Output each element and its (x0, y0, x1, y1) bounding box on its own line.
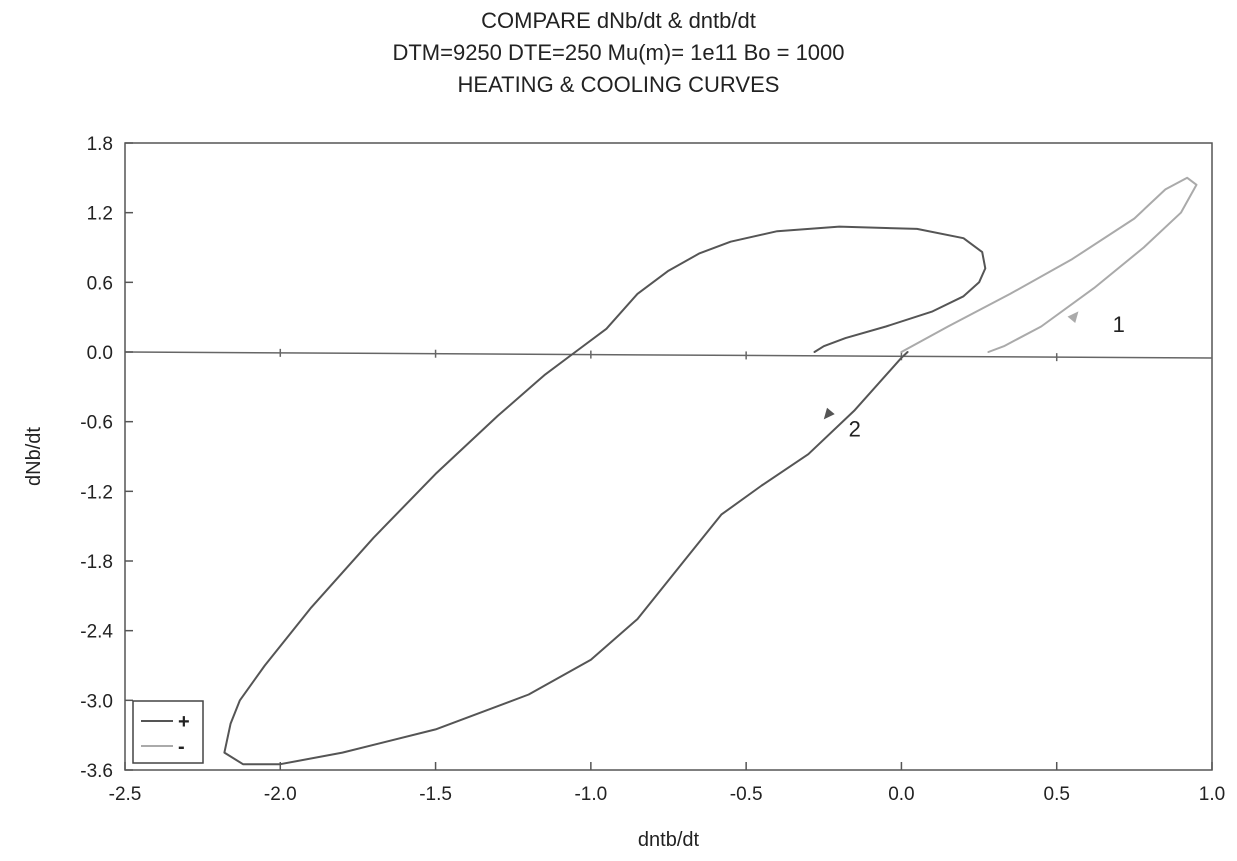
series-lines (223, 176, 1198, 766)
x-axis-ticks: -2.5 -2.0 -1.5 -1.0 -0.5 0.0 0.5 1.0 (109, 762, 1225, 805)
series-line-plus (223, 225, 987, 766)
legend-label: - (178, 736, 185, 758)
y-tick-label: 1.8 (87, 134, 113, 155)
y-axis-label: dNb/dt (23, 427, 45, 486)
x-tick-label: -2.0 (264, 784, 297, 805)
y-tick-label: -2.4 (80, 622, 113, 643)
y-tick-label: -3.6 (80, 761, 113, 782)
y-tick-label: -3.0 (80, 691, 113, 712)
x-tick-label: 0.5 (1044, 784, 1070, 805)
x-tick-label: -1.0 (574, 784, 607, 805)
legend-label: + (178, 711, 190, 733)
curve-annotations: 12 (849, 312, 1125, 442)
legend: +- (132, 700, 204, 764)
arrowhead-icon (823, 407, 835, 420)
plot-area-frame (124, 142, 1213, 771)
x-tick-label: 0.0 (888, 784, 914, 805)
y-tick-label: 0.6 (87, 273, 113, 294)
x-tick-label: 1.0 (1199, 784, 1225, 805)
y-tick-label: -1.2 (80, 482, 113, 503)
curve-label-2: 2 (849, 417, 861, 442)
curve-label-1: 1 (1113, 312, 1125, 337)
direction-arrow-1 (1067, 311, 1079, 324)
y-tick-label: -1.8 (80, 552, 113, 573)
x-tick-label: -0.5 (730, 784, 763, 805)
y-tick-label: -0.6 (80, 413, 113, 434)
y-tick-label: 1.2 (87, 204, 113, 225)
direction-arrows (823, 311, 1079, 420)
direction-arrow-2 (823, 407, 835, 420)
x-tick-label: -2.5 (109, 784, 142, 805)
y-axis-ticks: 1.8 1.2 0.6 0.0 -0.6 -1.2 -1.8 -2.4 -3.0 -3.6 (80, 134, 133, 782)
x-axis-label: dntb/dt (638, 829, 700, 851)
arrowhead-icon (1067, 311, 1079, 324)
chart-title-line-1: COMPARE dNb/dt & dntb/dt (481, 8, 756, 33)
chart-title-line-2: DTM=9250 DTE=250 Mu(m)= 1e11 Bo = 1000 (392, 40, 845, 65)
series-line-minus (900, 176, 1198, 353)
legend-box (132, 700, 204, 764)
chart-title-line-3: HEATING & COOLING CURVES (457, 72, 780, 97)
y-tick-label: 0.0 (87, 343, 113, 364)
x-tick-label: -1.5 (419, 784, 452, 805)
zero-baseline (124, 351, 1213, 359)
